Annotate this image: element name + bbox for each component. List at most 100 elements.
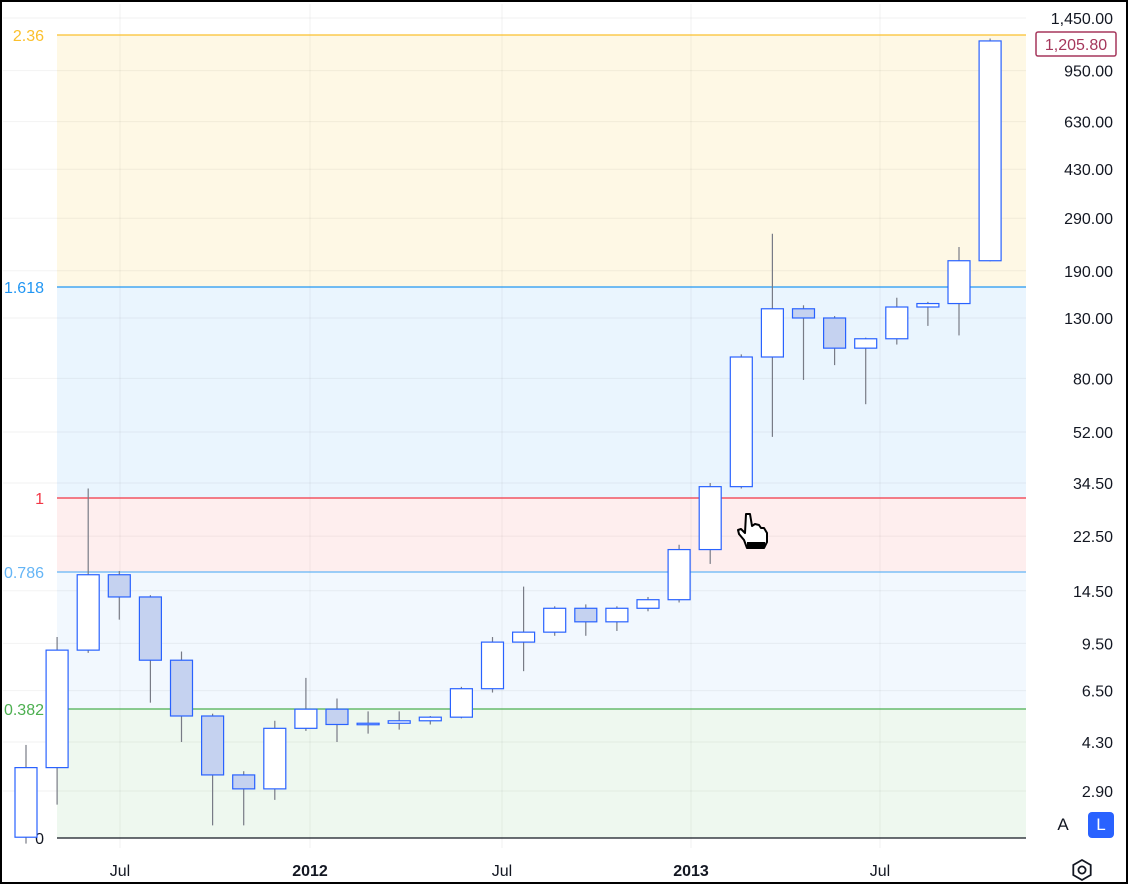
candle-body	[356, 722, 380, 726]
candle-body	[449, 688, 473, 718]
candle	[978, 38, 1002, 262]
candle	[885, 297, 909, 345]
candle-body	[978, 40, 1002, 262]
log-scale-button[interactable]: L	[1088, 812, 1114, 838]
candle-body	[138, 596, 162, 661]
fib-band	[57, 35, 1026, 287]
hand-cursor-icon	[737, 513, 768, 549]
fib-bands	[57, 35, 1026, 838]
candle	[543, 606, 567, 636]
candle-body	[76, 574, 100, 651]
fib-label-0.786: 0.786	[4, 565, 44, 582]
candle	[760, 233, 785, 437]
candle-body	[263, 727, 287, 790]
candle	[356, 711, 380, 734]
fib-label-1.618: 1.618	[4, 280, 44, 297]
candle-body	[543, 607, 567, 633]
candle-body	[480, 641, 505, 690]
candle-body	[667, 548, 691, 601]
price-tick-label: 130.00	[1064, 311, 1113, 328]
fib-lines: 0 0.382 0.786 1 1.618 2.36	[4, 28, 1026, 848]
hand-shape	[737, 513, 768, 549]
fib-band	[57, 498, 1026, 572]
time-tick-label: 2012	[292, 863, 328, 880]
candle-body	[791, 308, 816, 319]
candle-body	[916, 302, 940, 308]
candle	[387, 711, 411, 730]
price-tick-label: 290.00	[1064, 211, 1113, 228]
price-tick-label: 34.50	[1073, 476, 1113, 493]
candle	[854, 337, 878, 405]
candle	[947, 247, 971, 336]
price-tick-label: 6.50	[1082, 684, 1113, 701]
candle-body	[698, 486, 722, 551]
candle	[636, 596, 660, 612]
candle	[14, 744, 38, 844]
candle-body	[294, 708, 318, 729]
candle	[698, 482, 722, 564]
candle	[45, 637, 69, 805]
last-price-box	[1035, 31, 1117, 57]
candle	[822, 316, 847, 366]
last-price-tag: 1,205.80	[1035, 31, 1117, 57]
candle	[107, 571, 131, 620]
price-tick-label: 4.30	[1082, 735, 1113, 752]
candles	[14, 38, 1002, 844]
candle-body	[605, 607, 629, 623]
grid-lines	[3, 4, 1026, 848]
fib-band	[57, 287, 1026, 498]
settings-gear-icon[interactable]	[1070, 858, 1094, 882]
price-tick-label: 9.50	[1082, 636, 1113, 653]
candle	[667, 544, 691, 603]
auto-scale-button[interactable]: A	[1050, 812, 1076, 838]
candle	[449, 686, 473, 719]
candle-body	[854, 338, 878, 349]
price-tick-label: 2.90	[1082, 784, 1113, 801]
fib-band	[57, 572, 1026, 709]
time-tick-label: Jul	[110, 863, 130, 880]
candle	[232, 771, 256, 826]
price-tick-label: 430.00	[1064, 162, 1113, 179]
fib-label-1: 1	[35, 491, 44, 508]
candle	[263, 720, 287, 800]
price-tick-label: 1,450.00	[1051, 11, 1113, 28]
candle	[916, 301, 940, 326]
candle-body	[822, 317, 847, 349]
candle-body	[511, 631, 536, 643]
candle	[605, 606, 629, 631]
fib-label-2.36: 2.36	[13, 28, 44, 45]
price-axis: 1,450.00 950.00 630.00 430.00 290.00 190.00 13…	[1051, 11, 1113, 801]
price-tick-label: 22.50	[1073, 529, 1113, 546]
candle-body	[387, 720, 411, 724]
price-tick-label: 630.00	[1064, 115, 1113, 132]
fib-label-0: 0	[35, 831, 44, 848]
price-tick-label: 950.00	[1064, 64, 1113, 81]
candle-body	[574, 607, 598, 623]
candle-body	[636, 599, 660, 609]
candle-body	[201, 715, 225, 776]
candle-body	[45, 649, 69, 769]
time-tick-label: Jul	[492, 863, 512, 880]
candle-body	[107, 574, 131, 598]
candle	[480, 637, 505, 693]
time-tick-label: 2013	[673, 863, 709, 880]
hand-cuff	[747, 542, 765, 548]
candle	[138, 595, 162, 703]
candle-body	[947, 260, 971, 305]
price-tick-label: 80.00	[1073, 371, 1113, 388]
time-axis: Jul 2012 Jul 2013 Jul	[110, 863, 890, 880]
candle	[574, 604, 598, 636]
candle	[511, 586, 536, 672]
candle-body	[169, 659, 194, 717]
candle	[418, 715, 442, 725]
candle	[325, 698, 349, 743]
candle-body	[14, 767, 38, 838]
candle	[791, 305, 816, 380]
price-tick-label: 52.00	[1073, 425, 1113, 442]
price-tick-label: 14.50	[1073, 584, 1113, 601]
candle	[169, 651, 194, 743]
candle	[76, 488, 100, 653]
candle	[201, 713, 225, 826]
candle	[294, 677, 318, 731]
